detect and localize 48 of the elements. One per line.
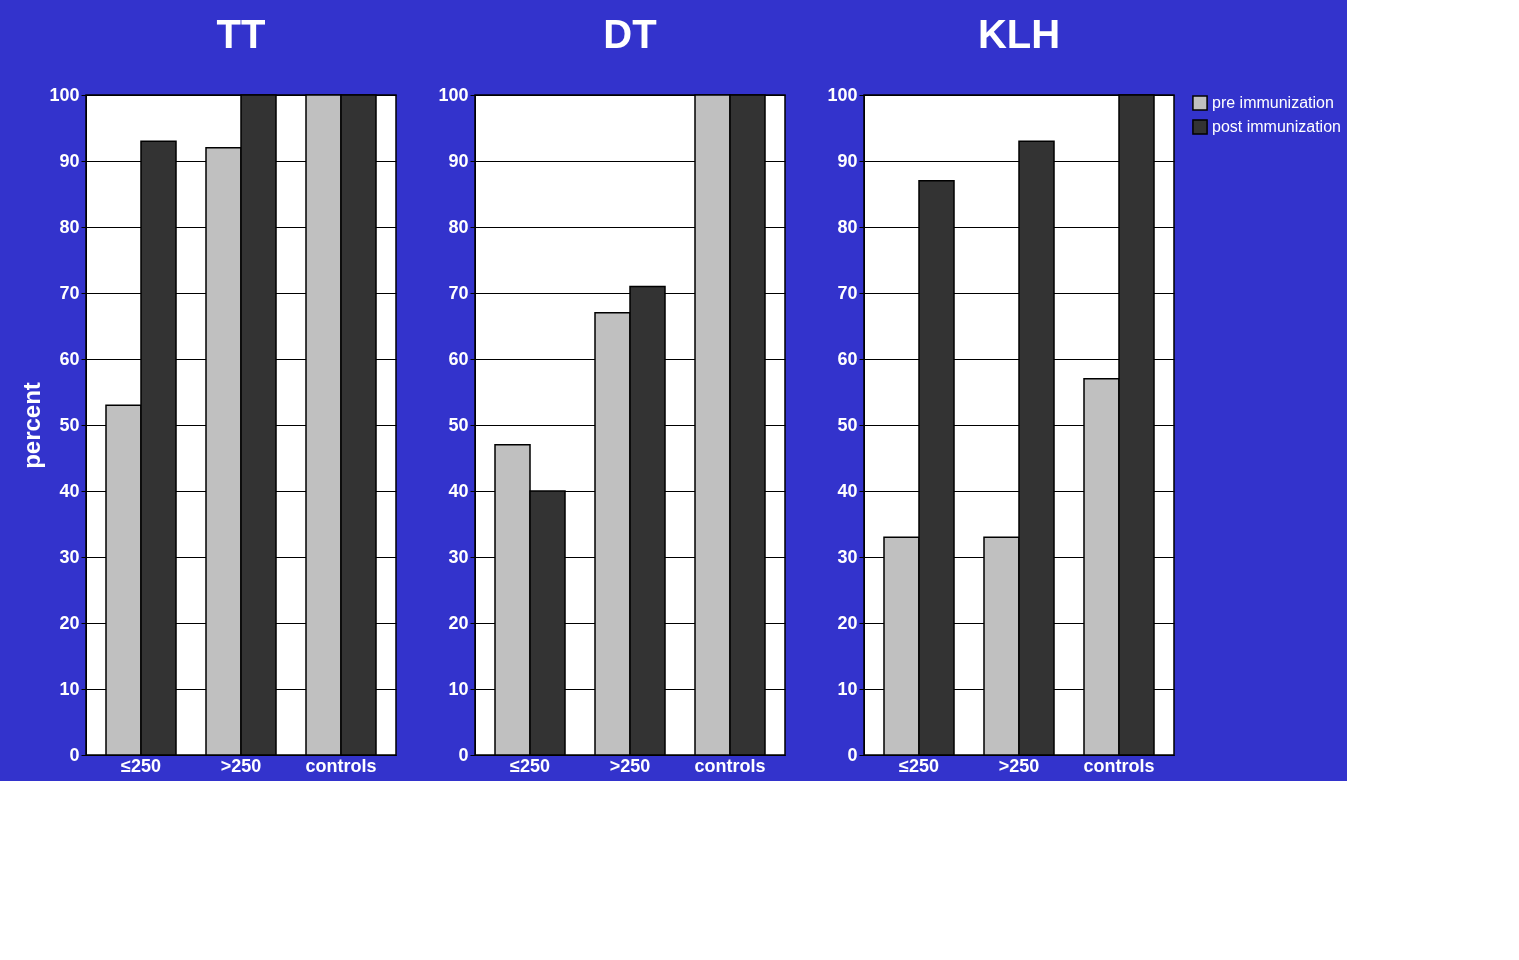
y-tick-label: 40	[837, 480, 858, 501]
x-tick-label: controls	[1083, 755, 1155, 776]
y-tick-label: 80	[59, 216, 80, 237]
y-tick-label: 50	[448, 414, 469, 435]
y-tick-label: 70	[837, 282, 858, 303]
y-tick-label: 0	[847, 744, 858, 765]
y-tick-label: 30	[448, 546, 469, 567]
y-tick-label: 0	[69, 744, 80, 765]
x-tick-label: ≤250	[121, 755, 161, 776]
x-tick-label: >250	[998, 755, 1040, 776]
y-tick-label: 20	[448, 612, 469, 633]
y-tick-label: 50	[59, 414, 80, 435]
y-tick-label: 100	[49, 84, 80, 105]
y-tick-label: 100	[438, 84, 469, 105]
y-axis-title: percent	[18, 382, 46, 469]
y-tick-label: 70	[448, 282, 469, 303]
y-tick-label: 90	[837, 150, 858, 171]
chart-title: TT	[216, 12, 266, 56]
x-tick-label: >250	[609, 755, 651, 776]
y-tick-label: 30	[837, 546, 858, 567]
y-tick-label: 40	[59, 480, 80, 501]
legend-label: post immunization	[1212, 118, 1341, 135]
x-tick-label: controls	[305, 755, 377, 776]
chart-title: KLH	[977, 12, 1061, 56]
y-tick-label: 70	[59, 282, 80, 303]
legend-label: pre immunization	[1212, 94, 1334, 111]
y-tick-label: 30	[59, 546, 80, 567]
y-tick-label: 0	[458, 744, 469, 765]
y-tick-label: 60	[59, 348, 80, 369]
y-tick-label: 90	[59, 150, 80, 171]
chart-title: DT	[603, 12, 657, 56]
x-tick-label: controls	[694, 755, 766, 776]
x-tick-label: >250	[220, 755, 262, 776]
y-tick-label: 10	[59, 678, 80, 699]
x-tick-label: ≤250	[899, 755, 939, 776]
y-tick-label: 20	[837, 612, 858, 633]
y-tick-label: 10	[448, 678, 469, 699]
y-tick-label: 80	[448, 216, 469, 237]
y-tick-label: 50	[837, 414, 858, 435]
y-tick-label: 90	[448, 150, 469, 171]
y-tick-label: 20	[59, 612, 80, 633]
y-tick-label: 80	[837, 216, 858, 237]
y-tick-label: 100	[827, 84, 858, 105]
y-tick-label: 40	[448, 480, 469, 501]
y-tick-label: 60	[448, 348, 469, 369]
y-tick-label: 10	[837, 678, 858, 699]
x-tick-label: ≤250	[510, 755, 550, 776]
y-tick-label: 60	[837, 348, 858, 369]
